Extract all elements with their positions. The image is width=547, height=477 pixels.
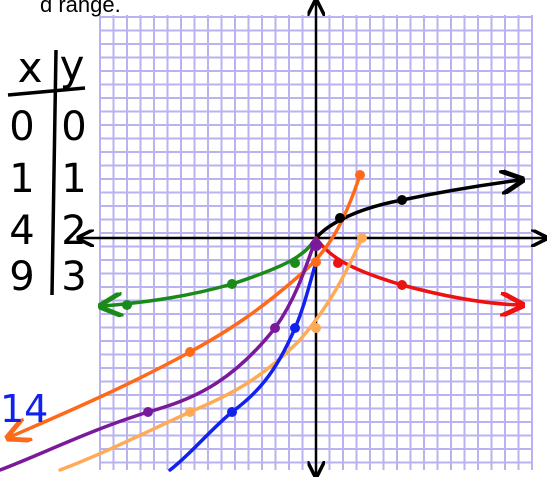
point [290,323,300,333]
point [397,195,407,205]
point [333,258,343,268]
point [290,258,300,268]
point [227,407,237,417]
point [185,347,195,357]
screenshot: d range. x y 00114293 14 [0,0,547,477]
table-cell: 1 [61,156,86,202]
table-header: y [60,41,85,90]
table-cell: 3 [61,254,86,300]
curve-green [103,238,316,306]
point [143,407,153,417]
point [355,170,365,180]
table-header: x [18,43,43,92]
margin-note: 14 [0,387,48,431]
point [310,239,322,251]
table-cell: 9 [9,254,34,300]
table-cell: 2 [61,208,86,254]
graph-canvas: d range. x y 00114293 14 [0,0,547,477]
table-cell: 0 [61,104,86,150]
point [122,300,132,310]
table-cell: 0 [9,104,34,150]
point [311,323,321,333]
header-text: d range. [40,0,121,17]
point [227,279,237,289]
point [270,323,280,333]
table-cell: 1 [9,156,34,202]
point [185,407,195,417]
point [397,280,407,290]
table-cell: 4 [9,208,34,254]
point [357,233,367,243]
point [335,213,345,223]
table-rule [52,50,56,295]
point [311,257,321,267]
